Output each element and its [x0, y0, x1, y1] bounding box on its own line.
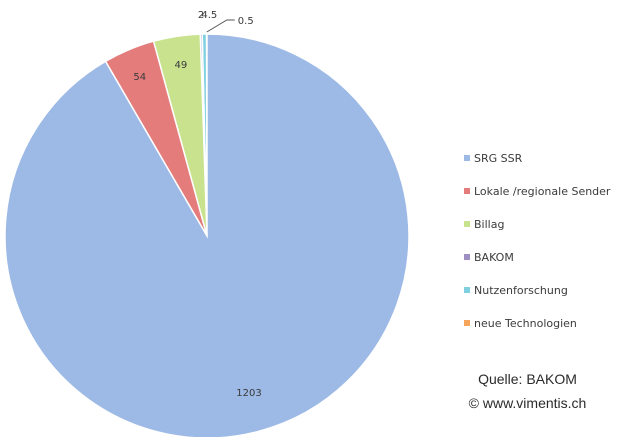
legend-item: Nutzenforschung: [464, 282, 610, 298]
legend-swatch: [464, 320, 470, 326]
legend-item: BAKOM: [464, 249, 610, 265]
legend-swatch: [464, 155, 470, 161]
legend-swatch: [464, 221, 470, 227]
legend-label: Billag: [474, 217, 505, 231]
legend-label: SRG SSR: [474, 151, 523, 165]
legend-label: Lokale /regionale Sender: [474, 184, 611, 198]
legend-item: neue Technologien: [464, 315, 610, 331]
pie-slice-srg-ssr: [4, 33, 410, 437]
legend-swatch: [464, 254, 470, 260]
legend-item: Billag: [464, 216, 610, 232]
data-label: 1203: [236, 388, 261, 399]
legend: SRG SSR Lokale /regionale Sender Billag …: [464, 150, 610, 348]
pie-slices: [4, 33, 410, 437]
legend-swatch: [464, 287, 470, 293]
data-label: 4.5: [201, 10, 217, 21]
copyright-link[interactable]: © www.vimentis.ch: [468, 395, 587, 411]
data-label: 49: [175, 60, 188, 71]
legend-label: Nutzenforschung: [474, 283, 568, 297]
source-text: Quelle: BAKOM: [478, 371, 577, 387]
pie-data-labels: 1203 54 49 24.5 0.5: [133, 10, 261, 399]
data-label: 54: [133, 72, 146, 83]
legend-item: SRG SSR: [464, 150, 610, 166]
legend-label: neue Technologien: [474, 316, 577, 330]
credits: Quelle: BAKOM © www.vimentis.ch: [440, 367, 615, 415]
data-label: 2: [198, 10, 204, 21]
legend-swatch: [464, 188, 470, 194]
legend-item: Lokale /regionale Sender: [464, 183, 610, 199]
leader-line: [206, 19, 235, 33]
legend-label: BAKOM: [474, 250, 514, 264]
data-label: 0.5: [238, 16, 254, 27]
